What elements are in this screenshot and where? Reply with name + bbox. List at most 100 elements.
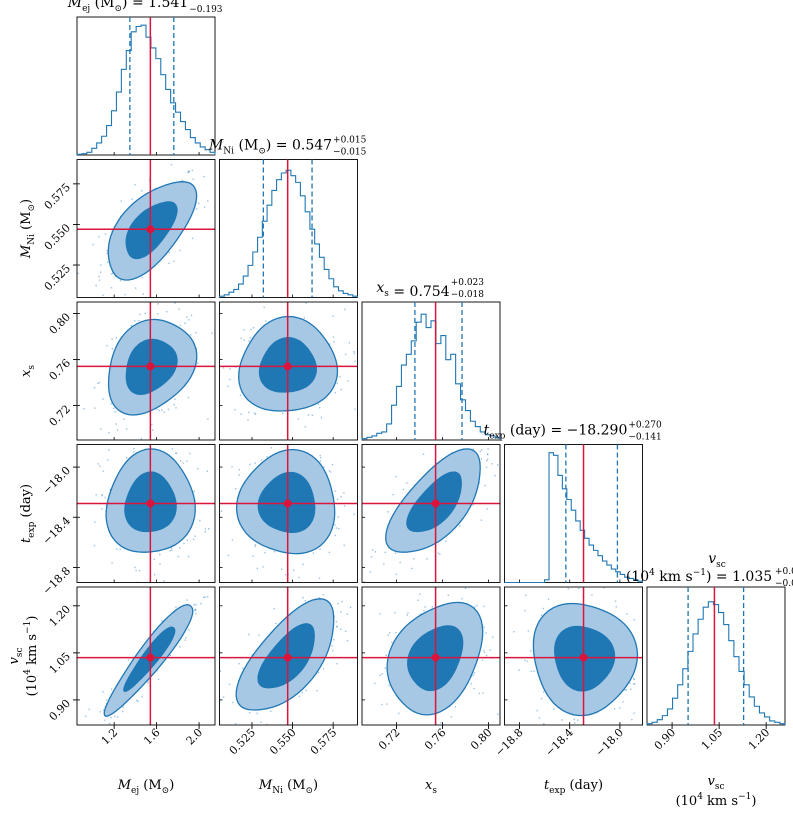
x-tick-label: 0.550 [267,726,298,757]
scatter-point [615,606,617,608]
scatter-point [110,403,112,405]
scatter-point [193,490,195,493]
y-axis-label-mni: MNi (M⊙) [19,199,37,259]
scatter-point [389,632,391,634]
scatter-point [399,561,401,564]
scatter-point [254,413,257,415]
panel-title-plus-mni: +0.015 [333,136,367,146]
scatter-point [281,432,282,433]
scatter-point [388,684,390,687]
scatter-point [626,613,628,615]
pair-panel-xs-texp [361,444,517,583]
pair-frame [219,444,358,583]
scatter-point [340,388,342,391]
scatter-point [207,418,209,420]
y-axis-mni: 0.525 0.550 0.575 MNi (M⊙) [19,181,77,293]
scatter-point [648,676,649,677]
scatter-point [369,571,371,573]
truth-point [431,499,440,508]
y-axis-vsc: 0.90 1.05 1.20 vsc(104 km s−1) [7,603,77,723]
scatter-point [480,458,483,460]
scatter-point [538,717,541,719]
scatter-point [252,555,254,557]
scatter-point [248,411,250,413]
scatter-point [319,548,321,550]
scatter-point [486,508,488,510]
panel-title-mni: MNi (M⊙) = 0.547 +0.015 −0.015 [208,136,367,158]
y-tick-label: −18.4 [40,514,73,547]
scatter-point [354,408,356,411]
scatter-point [657,634,658,635]
scatter-point [249,337,252,339]
scatter-point [370,556,373,558]
panel-title-text-mni: MNi (M⊙) = 0.547 [208,138,332,157]
scatter-point [395,475,397,478]
scatter-point [344,353,347,356]
scatter-point [543,723,545,725]
scatter-point [104,496,106,499]
scatter-point [470,683,472,685]
scatter-point [110,716,112,718]
scatter-point [166,311,168,313]
scatter-point [440,721,442,724]
panel-title-text-xs: xs = 0.754 [376,280,449,300]
pair-content-4-3 [504,587,661,725]
scatter-point [553,708,555,710]
scatter-point [84,729,85,730]
scatter-point [257,437,258,438]
scatter-point [656,700,657,701]
scatter-point [194,608,196,610]
scatter-point [258,753,259,754]
pair-panel-mej-texp [75,444,218,583]
scatter-point [210,748,211,749]
scatter-point [526,660,529,663]
pair-content-3-0 [75,444,218,583]
scatter-point [159,563,161,565]
panel-title-plus-xs: +0.023 [451,278,485,288]
scatter-point [157,678,160,681]
scatter-point [382,568,383,569]
scatter-point [195,604,197,606]
scatter-point [613,708,616,710]
scatter-point [319,454,321,457]
scatter-point [85,715,87,717]
scatter-point [334,534,336,537]
scatter-point [157,313,159,315]
scatter-point [365,513,366,514]
scatter-point [344,308,346,311]
scatter-point [108,449,110,451]
pair-frame [504,586,643,726]
pair-frame [76,301,216,441]
scatter-point [660,670,661,671]
scatter-point [187,555,190,558]
scatter-point [75,496,76,497]
scatter-point [304,426,307,428]
scatter-point [567,587,569,590]
scatter-point [655,659,656,660]
pair-frame [219,301,358,441]
scatter-point [442,723,444,725]
x-tick-label: −18.8 [493,726,526,759]
scatter-point [304,600,306,602]
hist-line-texp [504,452,644,584]
scatter-point [459,525,461,527]
scatter-point [341,600,343,603]
scatter-point [516,455,517,456]
pair-panel-mej-xs [76,301,216,450]
scatter-point [249,463,251,466]
panel-title-line2-vsc: (104 km s−1) = 1.035 [626,568,772,585]
scatter-point [144,312,146,314]
scatter-point [217,464,218,465]
scatter-point [93,449,94,450]
scatter-point [329,471,332,473]
scatter-point [234,408,236,411]
scatter-point [353,352,356,355]
scatter-point [170,547,173,549]
scatter-point [206,364,207,365]
scatter-point [334,524,336,526]
y-axis-label-xs: xs [19,365,37,377]
scatter-point [242,667,244,669]
panel-title-text-mej: Mej (M⊙) = 1.541 [67,0,188,14]
scatter-point [116,548,118,550]
panel-title-xs: xs = 0.754+0.023 −0.018 [376,278,484,300]
